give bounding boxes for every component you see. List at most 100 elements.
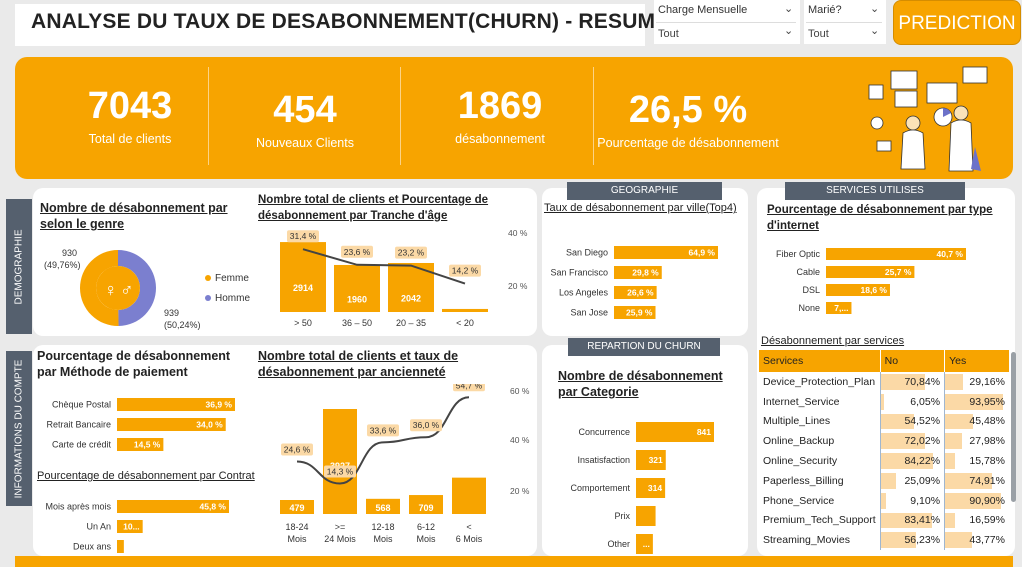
table-row[interactable]: Device_Protection_Plan 70,84% 29,16%	[759, 372, 1009, 392]
kpi-value: 1869	[457, 85, 543, 127]
age-pct-label: 31,4 %	[290, 231, 317, 241]
service-no-cell: 25,09%	[879, 470, 945, 491]
chevron-down-icon[interactable]: ⌄	[784, 25, 794, 37]
side-tab-label: INFORMATIONS DU COMPTE	[13, 359, 25, 498]
table-row[interactable]: Streaming_Movies 56,23% 43,77%	[759, 530, 1009, 551]
data-bar	[945, 512, 956, 529]
geo-bar	[614, 306, 656, 319]
table-row[interactable]: Online_Backup 72,02% 27,98%	[759, 431, 1009, 452]
service-yes-value: 74,91%	[969, 474, 1005, 487]
section-tab-geographie[interactable]: GEOGRAPHIE	[567, 182, 722, 200]
kpi-caption: Pourcentage de désabonnement	[597, 136, 779, 150]
table-scrollbar[interactable]	[1011, 352, 1016, 502]
payment-value-label: 36,9 %	[206, 400, 233, 410]
chevron-down-icon[interactable]: ⌄	[784, 3, 794, 15]
internet-bar	[826, 284, 890, 296]
slicer-value[interactable]: Tout	[658, 28, 679, 40]
service-yes-cell: 43,77%	[944, 530, 1009, 551]
side-tab-informations[interactable]: INFORMATIONS DU COMPTE	[6, 351, 32, 506]
prediction-button[interactable]: PREDICTION	[893, 0, 1021, 45]
contract-bar	[117, 520, 143, 533]
geo-value-label: 64,9 %	[689, 248, 716, 258]
table-row[interactable]: Phone_Service 9,10% 90,90%	[759, 490, 1009, 511]
donut-center	[96, 266, 140, 310]
age-chart-title: Nombre total de clients et Pourcentage d…	[258, 194, 489, 222]
internet-bar	[826, 302, 852, 314]
tenure-tick-label: 6-12	[417, 522, 435, 532]
tenure-tick-label: 18-24	[285, 522, 308, 532]
donut-slice-femme	[79, 250, 119, 326]
table-row[interactable]: Premium_Tech_Support 83,41% 16,59%	[759, 510, 1009, 531]
geo-bar	[614, 266, 662, 279]
service-no-value: 54,52%	[904, 415, 941, 428]
service-yes-value: 90,90%	[969, 494, 1005, 507]
slicer-charge-mensuelle[interactable]: Charge Mensuelle ⌄ Tout ⌄	[654, 0, 800, 44]
service-yes-cell: 29,16%	[944, 372, 1009, 392]
service-no-value: 83,41%	[904, 514, 941, 527]
age-bar-label: 1960	[347, 294, 367, 304]
tenure-bar	[366, 498, 400, 514]
service-no-value: 25,09%	[904, 474, 941, 487]
contract-chart-title: Pourcentage de désabonnement par Contrat	[37, 470, 255, 482]
geo-value-label: 29,8 %	[632, 268, 659, 278]
chevron-down-icon[interactable]: ⌄	[870, 25, 880, 37]
col-header-services[interactable]: Services	[759, 350, 881, 372]
col-header-yes[interactable]: Yes	[944, 350, 1009, 372]
payment-tick-label: Retrait Bancaire	[46, 420, 111, 430]
side-tab-demographie[interactable]: DEMOGRAPHIE	[6, 199, 32, 334]
contract-tick-label: Mois après mois	[45, 502, 111, 512]
kpi-caption: Nouveaux Clients	[256, 136, 354, 150]
data-bar	[880, 393, 885, 410]
kpi-band: 7043 Total de clients 454 Nouveaux Clien…	[15, 57, 1013, 179]
payment-bar	[117, 398, 235, 411]
tenure-tick-label: <	[466, 522, 471, 532]
table-row[interactable]: Paperless_Billing 25,09% 74,91%	[759, 470, 1009, 491]
section-tab-services[interactable]: SERVICES UTILISES	[785, 182, 965, 200]
data-bar	[945, 374, 964, 390]
category-bar	[636, 534, 653, 554]
data-bar	[945, 393, 1004, 410]
service-no-value: 84,22%	[904, 455, 941, 468]
data-bar	[880, 472, 897, 489]
age-tick-label: 20 – 35	[396, 318, 426, 328]
data-bar	[880, 413, 915, 430]
contract-tick-label: Deux ans	[73, 542, 112, 552]
table-row[interactable]: Online_Security 84,22% 15,78%	[759, 451, 1009, 471]
table-row[interactable]: Multiple_Lines 54,52% 45,48%	[759, 411, 1009, 432]
internet-tick-label: DSL	[802, 285, 820, 295]
service-yes-cell: 16,59%	[944, 510, 1009, 531]
payment-value-label: 34,0 %	[196, 420, 223, 430]
slicer-marie[interactable]: Marié? ⌄ Tout ⌄	[804, 0, 886, 44]
age-axis-40: 40 %	[508, 228, 528, 238]
service-yes-value: 93,95%	[969, 395, 1005, 408]
geo-bar-chart: San Diego 64,9 % San Francisco 29,8 % Los An…	[550, 246, 718, 319]
service-name: Multiple_Lines	[763, 415, 831, 428]
category-tick-label: Comportement	[570, 483, 630, 493]
slicer-value[interactable]: Tout	[808, 28, 829, 40]
internet-bar-chart: Fiber Optic 40,7 % Cable 25,7 % DSL 18,6 % Non…	[776, 248, 966, 314]
category-bar	[636, 506, 656, 526]
col-header-no[interactable]: No	[879, 350, 945, 372]
category-bar-chart: Concurrence 841 Insatisfaction 321 Comportem…	[570, 422, 714, 554]
service-no-value: 6,05%	[910, 395, 941, 408]
chevron-down-icon[interactable]: ⌄	[870, 3, 880, 15]
tenure-axis-20: 20 %	[510, 486, 530, 496]
age-bar	[280, 242, 326, 312]
tenure-pct-label: 33,6 %	[370, 425, 397, 435]
page-title: ANALYSE DU TAUX DE DESABONNEMENT(CHURN) …	[31, 10, 670, 33]
table-row[interactable]: Internet_Service 6,05% 93,95%	[759, 391, 1009, 412]
legend-femme: Femme	[215, 273, 249, 284]
service-yes-cell: 15,78%	[944, 451, 1009, 471]
category-value-label: 314	[648, 483, 662, 493]
category-value-label: 321	[649, 455, 663, 465]
category-chart-title: Nombre de désabonnement par Categorie	[558, 369, 723, 399]
category-tick-label: Other	[607, 539, 630, 549]
service-name: Internet_Service	[763, 395, 840, 408]
geo-bar	[614, 286, 657, 299]
service-no-value: 72,02%	[904, 435, 941, 448]
age-combo-chart: 2914 > 50 1960 36 – 50 2042 20 – 35 < 20 31,4 %…	[280, 228, 528, 328]
section-tab-churn[interactable]: REPARTION DU CHURN	[568, 338, 720, 356]
payment-bar-chart: Chèque Postal 36,9 % Retrait Bancaire 34,0 …	[46, 398, 235, 451]
tenure-pct-badge	[367, 424, 399, 437]
payment-tick-label: Carte de crédit	[52, 440, 112, 450]
